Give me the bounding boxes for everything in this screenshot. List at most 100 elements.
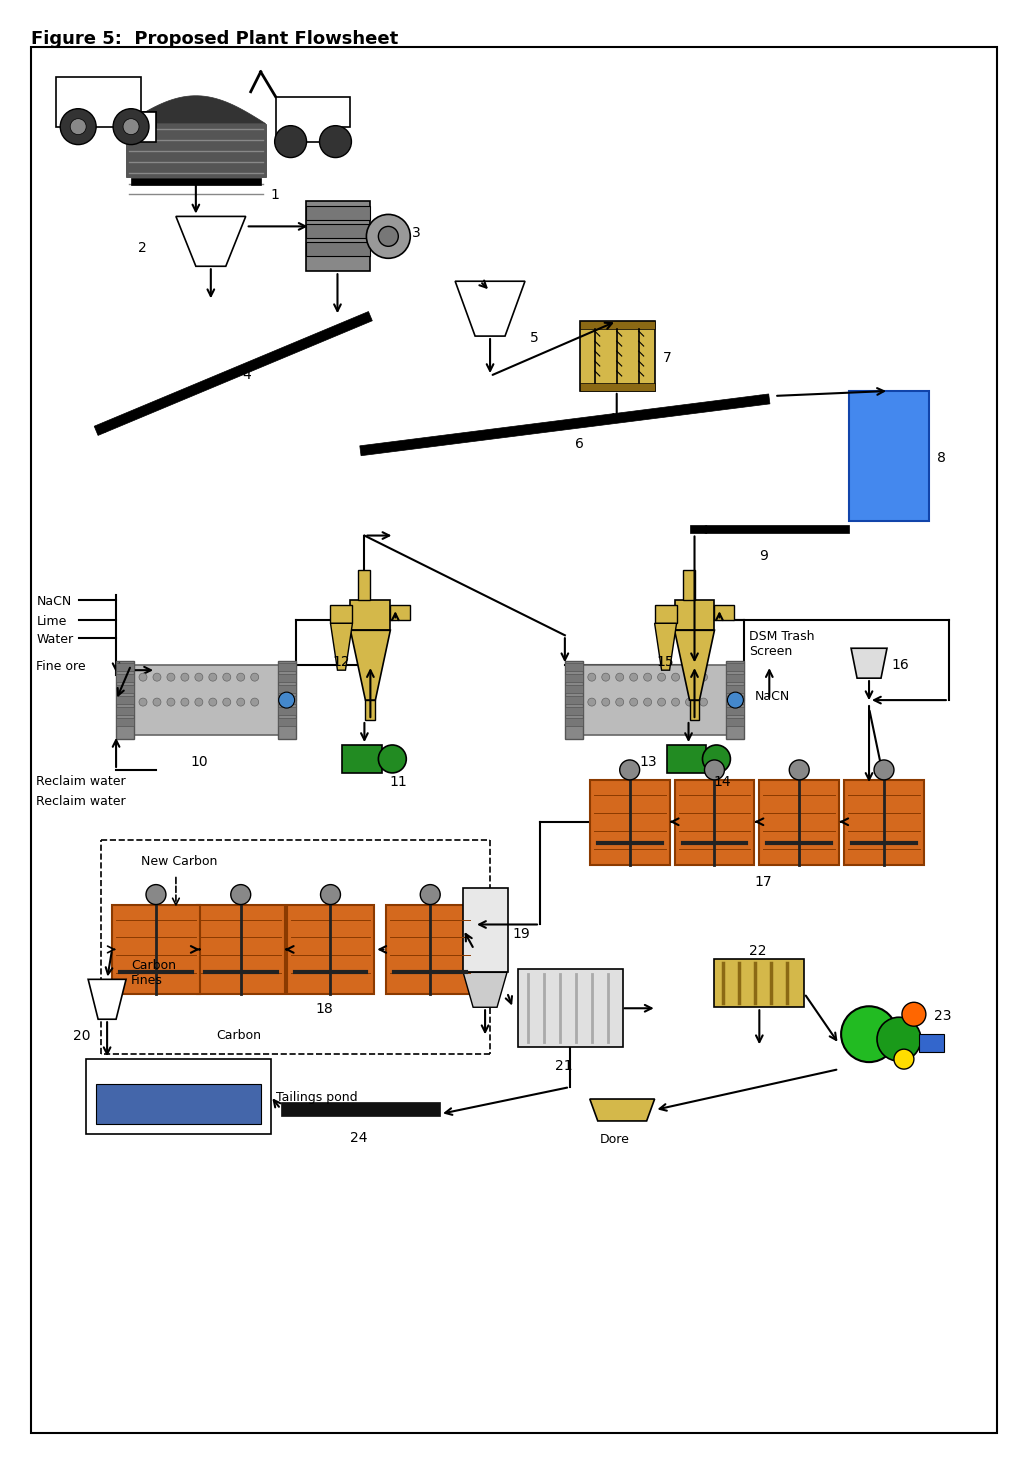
- Bar: [116, 708, 135, 715]
- Bar: [565, 674, 582, 682]
- Circle shape: [705, 761, 724, 780]
- Circle shape: [616, 699, 623, 706]
- Bar: [116, 718, 135, 727]
- Text: Reclaim water: Reclaim water: [36, 794, 126, 808]
- Circle shape: [790, 761, 809, 780]
- Circle shape: [378, 227, 398, 246]
- Polygon shape: [350, 631, 390, 700]
- Text: 20: 20: [73, 1029, 90, 1044]
- Bar: [277, 696, 296, 705]
- Circle shape: [616, 674, 623, 681]
- Circle shape: [167, 674, 175, 681]
- Circle shape: [195, 699, 203, 706]
- Bar: [135, 665, 278, 736]
- Circle shape: [630, 674, 638, 681]
- Bar: [582, 665, 727, 736]
- Bar: [116, 674, 135, 682]
- Circle shape: [367, 214, 410, 258]
- Circle shape: [153, 699, 161, 706]
- Bar: [726, 696, 745, 705]
- Circle shape: [70, 119, 86, 134]
- Bar: [366, 700, 376, 719]
- Polygon shape: [176, 217, 245, 267]
- Bar: [565, 696, 582, 705]
- Circle shape: [902, 1002, 926, 1026]
- Polygon shape: [689, 525, 849, 532]
- Text: 23: 23: [934, 1010, 951, 1023]
- Bar: [689, 700, 699, 719]
- Bar: [565, 708, 582, 715]
- Bar: [726, 685, 745, 693]
- Text: 16: 16: [891, 659, 909, 672]
- Bar: [715, 960, 804, 1007]
- Circle shape: [237, 699, 244, 706]
- Text: Carbon
Fines: Carbon Fines: [131, 960, 176, 988]
- Bar: [726, 718, 745, 727]
- Circle shape: [113, 109, 149, 144]
- Bar: [331, 606, 352, 624]
- Circle shape: [686, 699, 693, 706]
- Bar: [116, 696, 135, 705]
- Polygon shape: [88, 979, 126, 1019]
- Bar: [654, 606, 677, 624]
- Circle shape: [61, 109, 97, 144]
- Circle shape: [699, 699, 708, 706]
- Bar: [565, 685, 582, 693]
- Bar: [675, 780, 755, 865]
- Text: NaCN: NaCN: [36, 595, 72, 609]
- Circle shape: [644, 674, 651, 681]
- Bar: [116, 663, 135, 671]
- Circle shape: [274, 125, 307, 158]
- Circle shape: [644, 699, 651, 706]
- Circle shape: [587, 699, 596, 706]
- Bar: [277, 685, 296, 693]
- Polygon shape: [331, 624, 352, 671]
- Circle shape: [727, 693, 744, 708]
- Circle shape: [278, 693, 295, 708]
- Text: New Carbon: New Carbon: [141, 855, 218, 868]
- Text: 12: 12: [333, 656, 350, 669]
- Bar: [726, 662, 745, 738]
- Bar: [580, 321, 654, 329]
- Text: 17: 17: [755, 874, 772, 889]
- Text: 10: 10: [191, 755, 208, 769]
- Text: Lime: Lime: [36, 615, 67, 628]
- Polygon shape: [463, 973, 507, 1007]
- Text: 21: 21: [555, 1060, 572, 1073]
- Bar: [342, 744, 382, 772]
- Text: 7: 7: [662, 351, 672, 366]
- Circle shape: [139, 674, 147, 681]
- Bar: [277, 662, 296, 738]
- Text: 9: 9: [759, 548, 768, 563]
- Circle shape: [630, 699, 638, 706]
- Bar: [277, 674, 296, 682]
- Bar: [589, 780, 670, 865]
- Circle shape: [699, 674, 708, 681]
- Polygon shape: [56, 77, 156, 127]
- Text: Reclaim water: Reclaim water: [36, 775, 126, 789]
- Circle shape: [146, 884, 166, 905]
- Text: Figure 5:  Proposed Plant Flowsheet: Figure 5: Proposed Plant Flowsheet: [31, 29, 398, 49]
- Bar: [463, 887, 508, 973]
- Circle shape: [893, 1049, 914, 1069]
- Circle shape: [223, 699, 231, 706]
- Circle shape: [237, 674, 244, 681]
- Polygon shape: [131, 177, 261, 186]
- Bar: [386, 905, 474, 995]
- Bar: [306, 206, 371, 221]
- Bar: [277, 718, 296, 727]
- Text: 4: 4: [242, 368, 252, 382]
- Bar: [565, 662, 582, 738]
- Circle shape: [208, 699, 217, 706]
- Polygon shape: [589, 1100, 654, 1120]
- Polygon shape: [141, 112, 156, 142]
- Polygon shape: [455, 282, 525, 336]
- Polygon shape: [94, 311, 373, 435]
- Bar: [390, 606, 410, 621]
- Text: 6: 6: [575, 436, 583, 451]
- Text: 5: 5: [530, 332, 539, 345]
- Bar: [849, 391, 928, 520]
- Circle shape: [251, 699, 259, 706]
- Circle shape: [877, 1017, 921, 1061]
- Text: 14: 14: [714, 775, 731, 789]
